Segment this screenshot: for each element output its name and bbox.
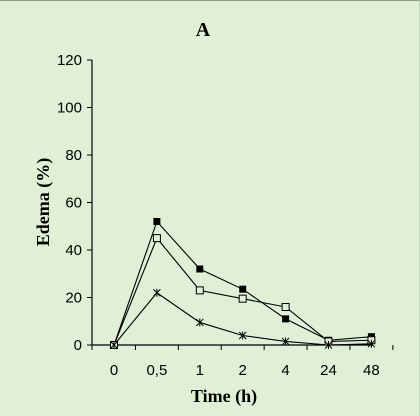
data-point-star	[110, 341, 118, 349]
x-axis-label: Time (h)	[191, 386, 257, 407]
data-point-star	[281, 337, 290, 346]
data-point-filled-square	[282, 315, 290, 323]
chart-title: A	[196, 19, 211, 41]
data-point-star	[195, 318, 204, 327]
series-markers	[110, 218, 376, 349]
x-tick-label: 4	[281, 362, 289, 379]
data-point-star	[367, 339, 376, 348]
data-point-filled-square	[153, 218, 161, 225]
data-point-filled-square	[196, 265, 204, 273]
x-tick-label: 2	[239, 362, 247, 379]
y-tick-label: 80	[65, 147, 82, 164]
data-point-open-square	[152, 234, 161, 243]
data-point-open-square	[281, 303, 290, 311]
y-tick-label: 120	[57, 52, 82, 69]
data-point-star	[324, 341, 333, 349]
y-axis-label: Edema (%)	[33, 158, 54, 247]
y-tick-label: 60	[65, 195, 82, 212]
data-point-open-square	[195, 286, 204, 295]
x-tick-label: 0,5	[146, 362, 167, 379]
data-point-star	[238, 331, 247, 340]
x-tick-label: 0	[110, 362, 118, 379]
y-tick-label: 100	[57, 100, 82, 117]
x-tick-label: 1	[196, 362, 204, 379]
data-point-filled-square	[239, 285, 247, 293]
x-ticks: 0 0,5 1 2 4 24 48	[91, 345, 394, 379]
y-tick-label: 40	[65, 242, 82, 259]
series-line	[113, 220, 372, 346]
x-tick-label: 24	[320, 362, 337, 379]
data-point-star	[153, 288, 161, 297]
data-point-open-square	[238, 294, 247, 303]
y-tick-label: 20	[65, 290, 82, 307]
y-tick-label: 0	[74, 337, 82, 354]
y-ticks: 0 20 40 60 80 100 120	[57, 52, 92, 354]
x-tick-label: 48	[363, 362, 380, 379]
series-lines	[113, 220, 372, 346]
axes	[91, 60, 373, 346]
